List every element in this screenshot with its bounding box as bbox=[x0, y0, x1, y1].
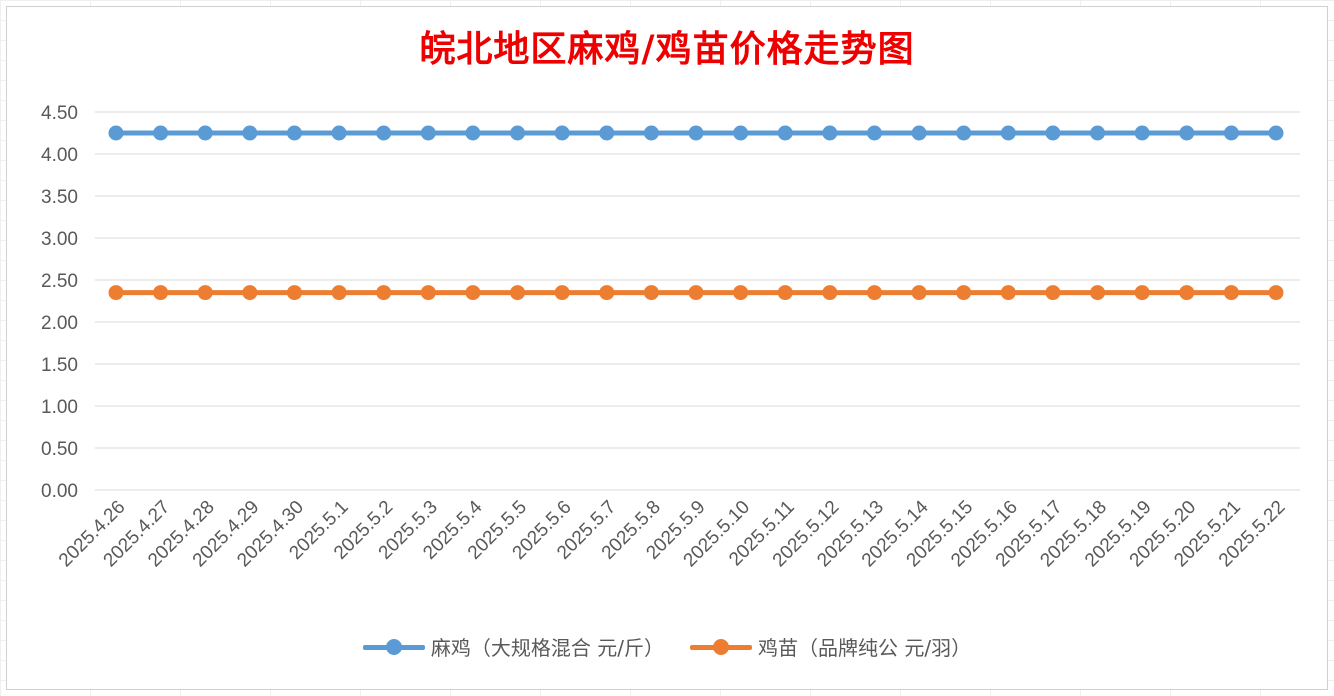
series-2-point-19 bbox=[956, 285, 972, 301]
series-2-point-22 bbox=[1090, 285, 1106, 301]
y-tick-label-0: 0.00 bbox=[41, 481, 78, 502]
legend-label-series-1: 麻鸡（大规格混合 元/斤） bbox=[430, 636, 664, 660]
legend[interactable]: 麻鸡（大规格混合 元/斤） 鸡苗（品牌纯公 元/羽） bbox=[0, 632, 1334, 661]
legend-marker-series-2 bbox=[690, 637, 752, 657]
series-1-point-17 bbox=[866, 125, 882, 141]
series-1-point-11 bbox=[599, 125, 615, 141]
series-2-point-12 bbox=[643, 285, 659, 301]
series-1-point-19 bbox=[956, 125, 972, 141]
series-2-point-2 bbox=[197, 285, 213, 301]
series-2-point-26 bbox=[1268, 285, 1284, 301]
series-2-point-13 bbox=[688, 285, 704, 301]
series-2-point-23 bbox=[1134, 285, 1150, 301]
series-2-point-0 bbox=[108, 285, 124, 301]
series-2-point-1 bbox=[153, 285, 169, 301]
chart-area[interactable] bbox=[6, 6, 1328, 690]
y-tick-label-5: 2.50 bbox=[41, 271, 78, 292]
series-1-point-10 bbox=[554, 125, 570, 141]
series-2-point-6 bbox=[376, 285, 392, 301]
series-2-point-7 bbox=[420, 285, 436, 301]
series-1-point-23 bbox=[1134, 125, 1150, 141]
series-2-point-5 bbox=[331, 285, 347, 301]
series-2-point-3 bbox=[242, 285, 258, 301]
series-1-point-16 bbox=[822, 125, 838, 141]
series-1-point-6 bbox=[376, 125, 392, 141]
series-1-point-13 bbox=[688, 125, 704, 141]
series-2-point-24 bbox=[1179, 285, 1195, 301]
y-tick-label-7: 3.50 bbox=[41, 187, 78, 208]
chart-title: 皖北地区麻鸡/鸡苗价格走势图 bbox=[419, 28, 915, 70]
series-1-point-4 bbox=[286, 125, 302, 141]
series-1-point-24 bbox=[1179, 125, 1195, 141]
series-2-point-4 bbox=[286, 285, 302, 301]
series-2-point-20 bbox=[1000, 285, 1016, 301]
series-1-point-26 bbox=[1268, 125, 1284, 141]
series-2-point-10 bbox=[554, 285, 570, 301]
series-1-point-2 bbox=[197, 125, 213, 141]
series-2-point-21 bbox=[1045, 285, 1061, 301]
series-1-point-12 bbox=[643, 125, 659, 141]
series-2-point-11 bbox=[599, 285, 615, 301]
series-1-point-22 bbox=[1090, 125, 1106, 141]
series-2-point-16 bbox=[822, 285, 838, 301]
y-tick-label-2: 1.00 bbox=[41, 397, 78, 418]
series-1-point-9 bbox=[510, 125, 526, 141]
series-2-point-8 bbox=[465, 285, 481, 301]
legend-dot-series-1 bbox=[385, 638, 402, 655]
legend-dot-series-2 bbox=[713, 638, 729, 655]
series-1-point-25 bbox=[1223, 125, 1239, 141]
series-2-point-15 bbox=[777, 285, 793, 301]
series-1-point-18 bbox=[911, 125, 927, 141]
y-tick-label-4: 2.00 bbox=[41, 313, 78, 334]
series-1-point-8 bbox=[465, 125, 481, 141]
series-1-point-0 bbox=[108, 125, 124, 141]
series-1-point-15 bbox=[777, 125, 793, 141]
legend-item-series-1[interactable]: 麻鸡（大规格混合 元/斤） bbox=[362, 632, 664, 661]
y-tick-label-9: 4.50 bbox=[41, 103, 78, 124]
series-2-point-17 bbox=[866, 285, 882, 301]
series-1-point-20 bbox=[1000, 125, 1016, 141]
series-2-point-18 bbox=[911, 285, 927, 301]
series-2-point-25 bbox=[1223, 285, 1239, 301]
legend-item-series-2[interactable]: 鸡苗（品牌纯公 元/羽） bbox=[690, 632, 971, 661]
legend-label-series-2: 鸡苗（品牌纯公 元/羽） bbox=[758, 636, 972, 660]
series-1-point-21 bbox=[1045, 125, 1061, 141]
y-tick-label-3: 1.50 bbox=[41, 355, 78, 376]
y-tick-label-1: 0.50 bbox=[41, 439, 78, 460]
series-1-point-1 bbox=[153, 125, 169, 141]
y-tick-label-6: 3.00 bbox=[41, 229, 78, 250]
series-1-point-5 bbox=[331, 125, 347, 141]
series-2-point-9 bbox=[510, 285, 526, 301]
series-1-point-3 bbox=[242, 125, 258, 141]
y-tick-label-8: 4.00 bbox=[41, 145, 78, 166]
series-1-point-14 bbox=[733, 125, 749, 141]
legend-marker-series-1 bbox=[362, 637, 425, 657]
series-1-point-7 bbox=[420, 125, 436, 141]
series-2-point-14 bbox=[733, 285, 749, 301]
